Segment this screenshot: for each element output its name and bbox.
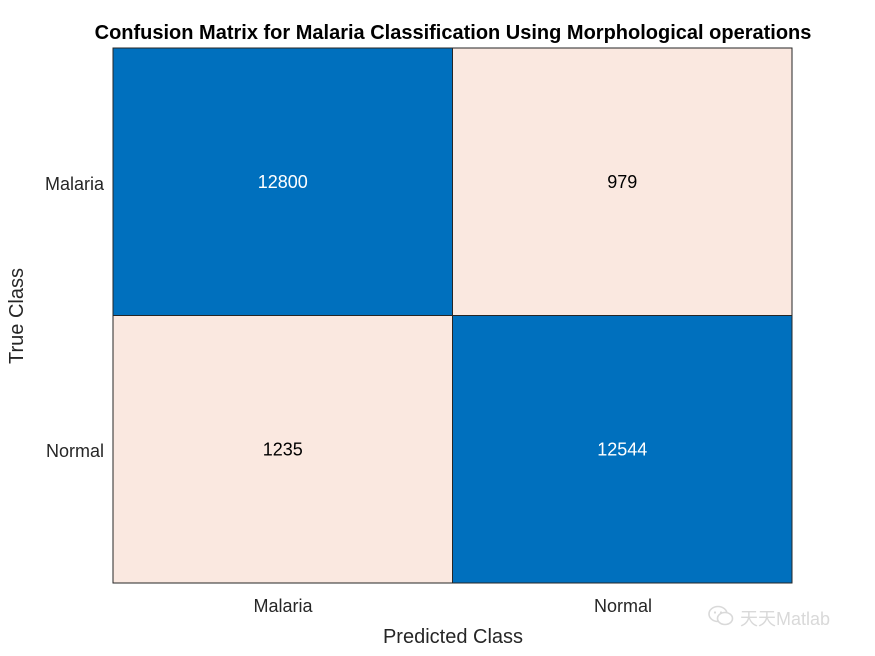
- y-axis-label: True Class: [6, 268, 28, 364]
- watermark: 天天Matlab: [708, 604, 830, 632]
- cell-normal-normal: [452, 315, 793, 584]
- col-label-malaria: Malaria: [253, 596, 313, 616]
- x-axis-label: Predicted Class: [383, 626, 523, 648]
- cell-malaria-normal: [452, 47, 793, 316]
- cell-value-normal-normal: 12544: [597, 439, 647, 459]
- cell-normal-malaria: [112, 315, 453, 584]
- plot-frame: [112, 47, 793, 584]
- cell-value-normal-malaria: 1235: [263, 439, 303, 459]
- matrix-cells: 12800 979 1235 12544: [112, 47, 793, 584]
- chart-title: Confusion Matrix for Malaria Classificat…: [95, 22, 812, 44]
- cell-malaria-malaria: [112, 47, 453, 316]
- wechat-icon: [708, 605, 734, 632]
- col-label-normal: Normal: [594, 596, 652, 616]
- cell-value-malaria-normal: 979: [607, 172, 637, 192]
- row-label-normal: Normal: [46, 441, 104, 461]
- cell-value-malaria-malaria: 12800: [258, 172, 308, 192]
- row-label-malaria: Malaria: [45, 174, 105, 194]
- watermark-text: 天天Matlab: [740, 609, 831, 629]
